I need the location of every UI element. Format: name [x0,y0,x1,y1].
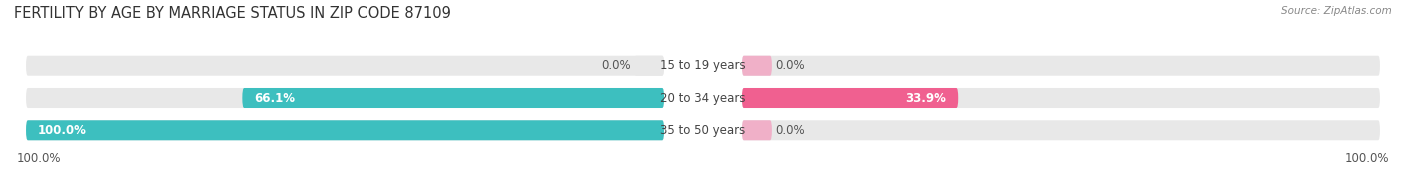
Text: FERTILITY BY AGE BY MARRIAGE STATUS IN ZIP CODE 87109: FERTILITY BY AGE BY MARRIAGE STATUS IN Z… [14,6,451,21]
FancyBboxPatch shape [742,56,1379,76]
Text: 20 to 34 years: 20 to 34 years [661,92,745,104]
FancyBboxPatch shape [742,88,959,108]
Text: 0.0%: 0.0% [775,59,804,72]
Text: 15 to 19 years: 15 to 19 years [661,59,745,72]
Text: 0.0%: 0.0% [775,124,804,137]
Text: 100.0%: 100.0% [38,124,87,137]
FancyBboxPatch shape [27,88,664,108]
FancyBboxPatch shape [27,120,664,140]
FancyBboxPatch shape [242,88,664,108]
Text: 100.0%: 100.0% [1344,152,1389,165]
Legend: Married, Unmarried: Married, Unmarried [620,193,786,196]
Text: 35 to 50 years: 35 to 50 years [661,124,745,137]
Text: 0.0%: 0.0% [602,59,631,72]
FancyBboxPatch shape [742,56,772,76]
Text: Source: ZipAtlas.com: Source: ZipAtlas.com [1281,6,1392,16]
FancyBboxPatch shape [634,56,664,76]
Text: 33.9%: 33.9% [905,92,946,104]
Text: 100.0%: 100.0% [17,152,62,165]
FancyBboxPatch shape [742,88,1379,108]
FancyBboxPatch shape [27,56,664,76]
FancyBboxPatch shape [742,120,772,140]
FancyBboxPatch shape [27,120,664,140]
Text: 66.1%: 66.1% [254,92,295,104]
FancyBboxPatch shape [742,120,1379,140]
